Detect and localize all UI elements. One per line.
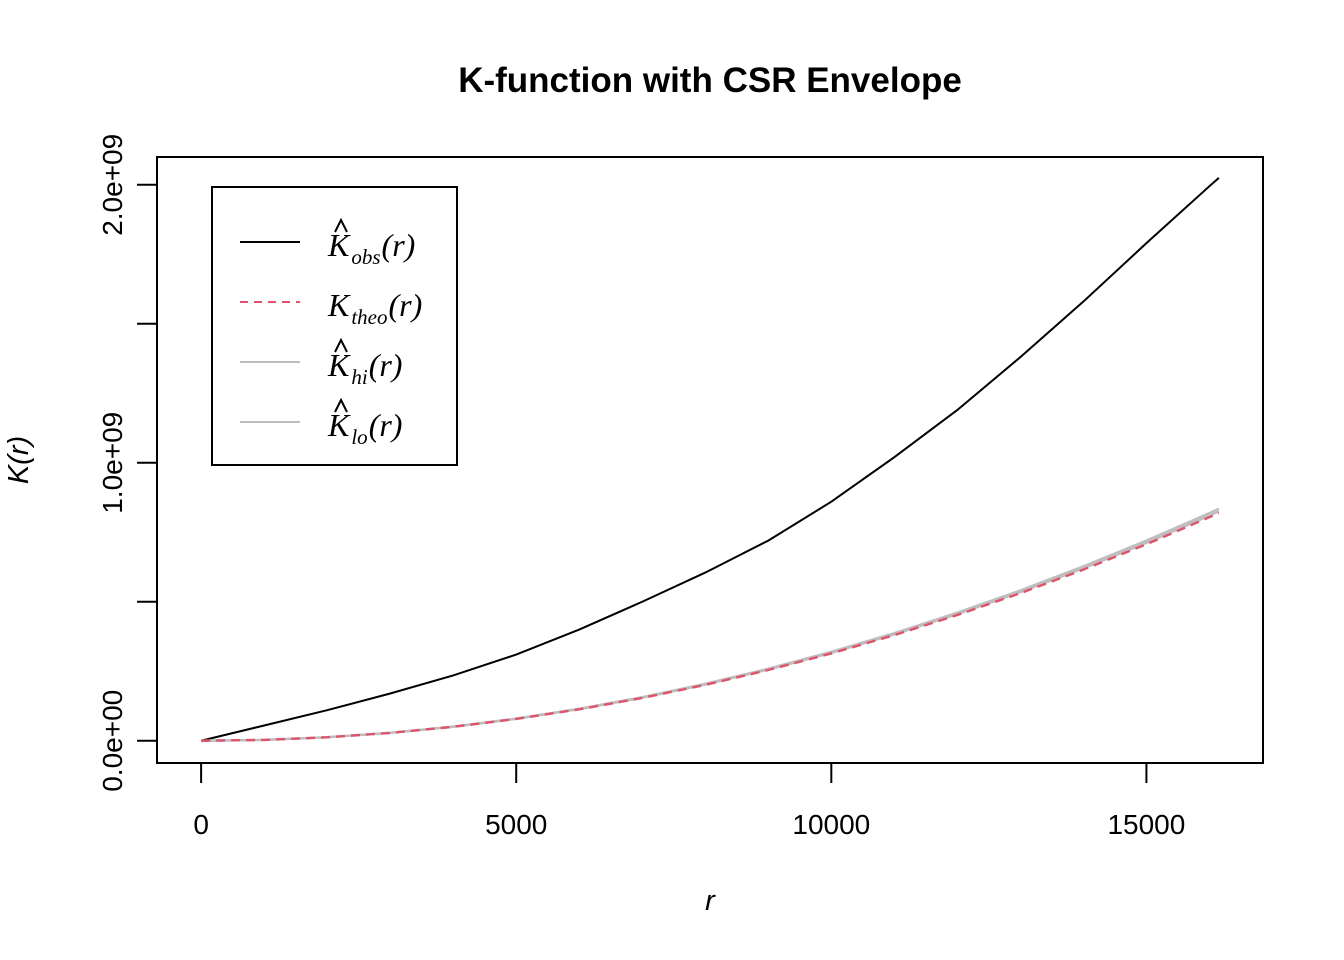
hat-accent — [334, 397, 348, 413]
series-line-hi — [201, 507, 1220, 742]
legend-entry-label: Kobs(r) — [327, 227, 415, 269]
y-tick-label: 2.0e+09 — [97, 134, 128, 236]
hat-accent — [334, 217, 348, 233]
x-axis: 0 5000 10000 15000 — [193, 762, 1185, 840]
y-axis-label: K(r) — [3, 436, 35, 484]
x-tick-label: 0 — [193, 809, 209, 840]
hat-accent — [334, 337, 348, 353]
legend-box — [211, 186, 458, 466]
x-axis-label: r — [705, 885, 716, 917]
series-line-obs — [200, 177, 1220, 742]
chart-title: K-function with CSR Envelope — [458, 61, 962, 100]
x-tick-label: 10000 — [792, 809, 870, 840]
y-tick-label: 1.0e+09 — [97, 412, 128, 514]
legend-entry-label: Klo(r) — [327, 407, 402, 449]
legend-entry-label: Khi(r) — [327, 347, 402, 389]
x-tick-label: 5000 — [485, 809, 547, 840]
series-lines — [200, 177, 1220, 742]
x-tick-label: 15000 — [1107, 809, 1185, 840]
y-tick-label: 0.0e+00 — [97, 690, 128, 792]
series-line-lo — [201, 510, 1220, 742]
y-axis: 0.0e+00 1.0e+09 2.0e+09 — [97, 134, 158, 792]
legend: Kobs(r) Ktheo(r) Khi(r) Klo(r) — [211, 186, 458, 466]
series-line-theo — [201, 511, 1220, 742]
legend-entry-label: Ktheo(r) — [327, 287, 422, 329]
